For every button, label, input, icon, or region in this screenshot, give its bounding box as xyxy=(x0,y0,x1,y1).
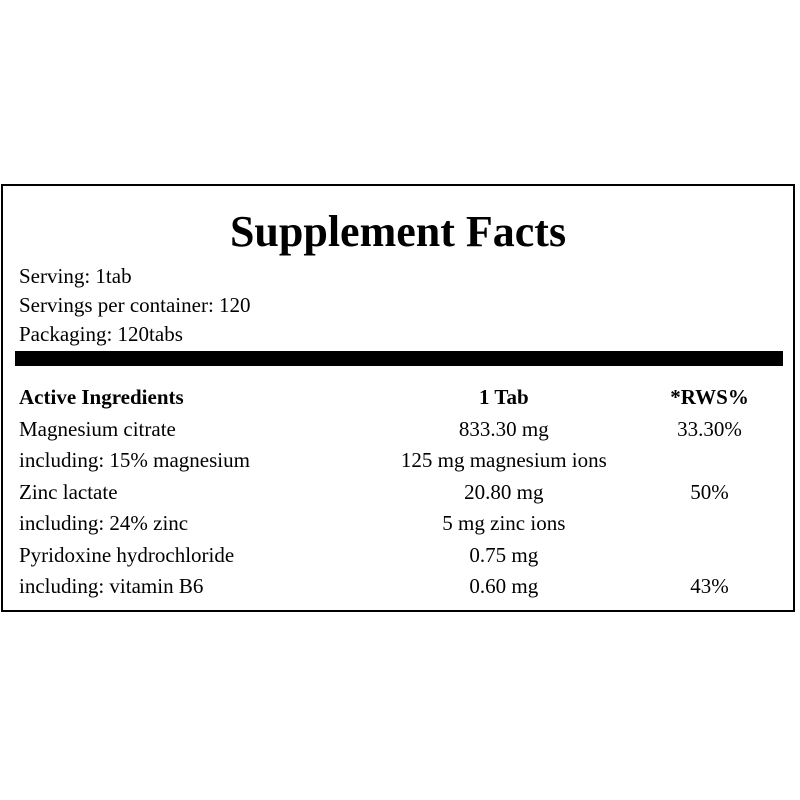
cell: Pyridoxine hydrochloride xyxy=(19,542,235,567)
divider xyxy=(15,351,783,366)
cell: Zinc lactate xyxy=(19,479,118,504)
table-row: including: vitamin B6 0.60 mg 43% xyxy=(19,571,783,603)
cell: 0.60 mg xyxy=(469,574,539,598)
table-row: Magnesium citrate 833.30 mg 33.30% xyxy=(19,414,783,446)
table-row: Pyridoxine hydrochloride 0.75 mg xyxy=(19,540,783,572)
cell: including: vitamin B6 xyxy=(19,574,204,598)
title: Supplement Facts xyxy=(229,207,567,256)
info-line: Servings per container: 120 xyxy=(19,293,251,317)
info-line: Serving: 1tab xyxy=(19,264,132,288)
cell: 5 mg zinc ions xyxy=(442,511,566,535)
cell: 20.80 mg xyxy=(464,479,544,504)
cell: 43% xyxy=(690,574,729,598)
info: Serving: 1tab Servings per container: 120… xyxy=(19,262,251,349)
cell: Magnesium citrate xyxy=(19,416,176,441)
column-header: *RWS% xyxy=(670,385,749,409)
table-row: including: 15% magnesium 125 mg magnesium… xyxy=(19,445,783,477)
info-line: Packaging: 120tabs xyxy=(19,322,183,346)
cell xyxy=(636,540,783,572)
cell: 125 mg magnesium ions xyxy=(400,448,607,472)
column-header: Active Ingredients xyxy=(19,385,184,409)
cell: 833.30 mg xyxy=(458,416,549,441)
cell: 33.30% xyxy=(677,416,742,441)
cell xyxy=(636,508,783,540)
cell: including: 15% magnesium xyxy=(19,448,250,472)
cell xyxy=(636,445,783,477)
table-row: including: 24% zinc 5 mg zinc ions xyxy=(19,508,783,540)
facts-panel: Supplement Facts Serving: 1tab Servings p… xyxy=(1,184,795,612)
header-row: Active Ingredients 1 Tab *RWS% xyxy=(19,382,783,414)
cell: including: 24% zinc xyxy=(19,511,189,535)
table: Active Ingredients 1 Tab *RWS% Magnesium ci… xyxy=(19,382,783,603)
table-row: Zinc lactate 20.80 mg 50% xyxy=(19,477,783,509)
column-header: 1 Tab xyxy=(479,385,529,409)
cell: 50% xyxy=(690,479,729,504)
cell: 0.75 mg xyxy=(469,542,539,567)
